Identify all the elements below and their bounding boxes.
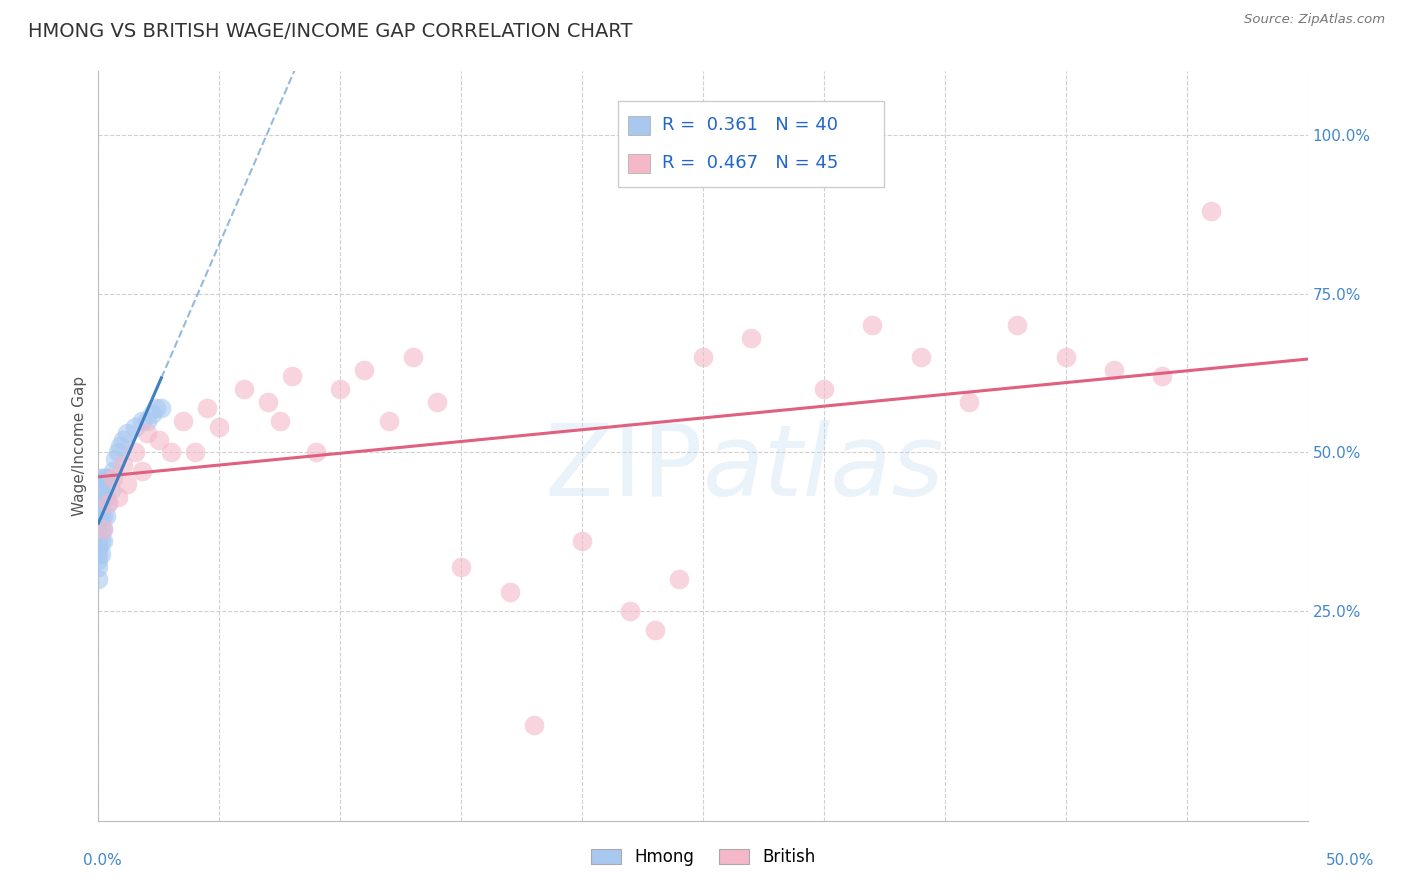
Point bbox=[740, 331, 762, 345]
Point bbox=[644, 623, 666, 637]
Point bbox=[957, 394, 980, 409]
Text: R =  0.467   N = 45: R = 0.467 N = 45 bbox=[662, 153, 838, 172]
Point bbox=[329, 382, 352, 396]
Point bbox=[668, 572, 690, 586]
Point bbox=[353, 363, 375, 377]
Point bbox=[426, 394, 449, 409]
FancyBboxPatch shape bbox=[628, 153, 650, 172]
Text: HMONG VS BRITISH WAGE/INCOME GAP CORRELATION CHART: HMONG VS BRITISH WAGE/INCOME GAP CORRELA… bbox=[28, 22, 633, 41]
Point bbox=[90, 534, 112, 549]
Point bbox=[87, 496, 110, 510]
Point bbox=[184, 445, 207, 459]
Point bbox=[124, 445, 146, 459]
Point bbox=[1007, 318, 1029, 333]
Point bbox=[87, 483, 110, 498]
Point bbox=[87, 547, 110, 561]
Point bbox=[107, 490, 129, 504]
Point bbox=[87, 572, 110, 586]
Text: Source: ZipAtlas.com: Source: ZipAtlas.com bbox=[1244, 13, 1385, 27]
Text: 50.0%: 50.0% bbox=[1326, 854, 1374, 868]
FancyBboxPatch shape bbox=[628, 116, 650, 135]
Legend: Hmong, British: Hmong, British bbox=[582, 840, 824, 875]
Point bbox=[131, 464, 153, 478]
Point bbox=[104, 451, 127, 466]
Point bbox=[97, 496, 120, 510]
Point bbox=[135, 426, 157, 441]
Point bbox=[208, 420, 231, 434]
Point bbox=[692, 350, 714, 364]
Point bbox=[1102, 363, 1125, 377]
Text: R =  0.361   N = 40: R = 0.361 N = 40 bbox=[662, 116, 838, 135]
Point bbox=[450, 559, 472, 574]
Point bbox=[91, 471, 114, 485]
Point bbox=[87, 534, 110, 549]
Point bbox=[100, 483, 122, 498]
Point bbox=[131, 414, 153, 428]
Point bbox=[87, 508, 110, 523]
Point bbox=[91, 490, 114, 504]
Point bbox=[111, 433, 134, 447]
Point bbox=[1054, 350, 1077, 364]
Point bbox=[619, 604, 641, 618]
Point bbox=[141, 407, 163, 421]
Point bbox=[256, 394, 278, 409]
Point bbox=[124, 420, 146, 434]
Point bbox=[90, 496, 112, 510]
Point bbox=[1152, 369, 1174, 384]
Point bbox=[101, 464, 124, 478]
Point bbox=[97, 496, 120, 510]
Point bbox=[91, 508, 114, 523]
Point bbox=[910, 350, 932, 364]
Text: 0.0%: 0.0% bbox=[83, 854, 122, 868]
Point bbox=[860, 318, 883, 333]
Point bbox=[87, 541, 110, 555]
Point bbox=[1199, 204, 1222, 219]
Point bbox=[111, 458, 134, 472]
Point bbox=[90, 522, 112, 536]
Text: ZIP: ZIP bbox=[544, 420, 703, 517]
Point bbox=[195, 401, 218, 415]
Point bbox=[87, 522, 110, 536]
Point bbox=[117, 426, 139, 441]
Point bbox=[571, 534, 593, 549]
Point bbox=[90, 508, 112, 523]
Point bbox=[91, 522, 114, 536]
Text: atlas: atlas bbox=[703, 420, 945, 517]
FancyBboxPatch shape bbox=[619, 102, 884, 187]
Point bbox=[269, 414, 291, 428]
Point bbox=[87, 559, 110, 574]
Point bbox=[813, 382, 835, 396]
Point bbox=[94, 508, 117, 523]
Point bbox=[232, 382, 254, 396]
Point bbox=[172, 414, 194, 428]
Point bbox=[135, 414, 157, 428]
Point bbox=[305, 445, 328, 459]
Y-axis label: Wage/Income Gap: Wage/Income Gap bbox=[72, 376, 87, 516]
Point bbox=[101, 471, 124, 485]
Point bbox=[107, 445, 129, 459]
Point bbox=[91, 534, 114, 549]
Point bbox=[281, 369, 304, 384]
Point bbox=[90, 483, 112, 498]
Point bbox=[94, 471, 117, 485]
Point bbox=[87, 553, 110, 567]
Point bbox=[523, 718, 546, 732]
Point bbox=[94, 490, 117, 504]
Point bbox=[117, 477, 139, 491]
Point bbox=[150, 401, 173, 415]
Point bbox=[91, 522, 114, 536]
Point bbox=[145, 401, 167, 415]
Point bbox=[402, 350, 425, 364]
Point bbox=[160, 445, 183, 459]
Point bbox=[90, 471, 112, 485]
Point bbox=[377, 414, 399, 428]
Point bbox=[97, 471, 120, 485]
Point bbox=[148, 433, 170, 447]
Point bbox=[108, 439, 131, 453]
Point bbox=[90, 547, 112, 561]
Point bbox=[498, 585, 520, 599]
